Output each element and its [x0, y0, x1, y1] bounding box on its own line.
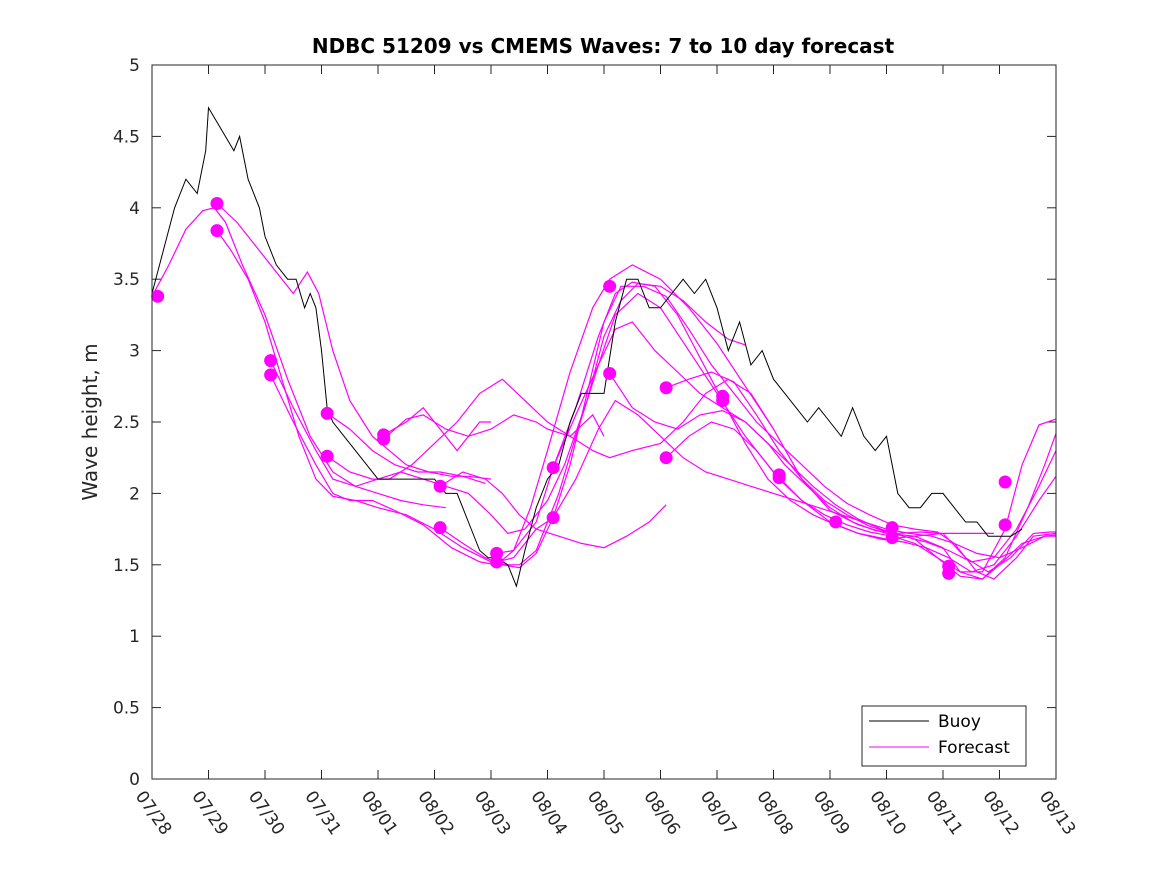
forecast-marker — [716, 394, 730, 408]
y-tick-label: 2.5 — [113, 413, 140, 433]
forecast-line-1 — [151, 207, 446, 509]
x-tick-label: 08/06 — [639, 787, 683, 839]
forecast-marker — [603, 279, 617, 293]
forecast-marker — [998, 475, 1012, 489]
forecast-marker — [210, 197, 224, 211]
y-tick-labels: 0 0.5 1 1.5 2 2.5 3 3.5 4 4.5 5 — [113, 56, 140, 790]
x-tick-label: 08/09 — [809, 787, 853, 839]
forecast-line-13 — [496, 399, 1057, 563]
forecast-line-7 — [326, 378, 775, 480]
forecast-marker — [942, 566, 956, 580]
forecast-marker — [885, 521, 899, 535]
forecast-marker — [264, 354, 278, 368]
forecast-marker — [320, 449, 334, 463]
x-tick-label: 08/11 — [922, 787, 966, 839]
forecast-marker — [603, 366, 617, 380]
x-tick-label: 08/03 — [470, 787, 514, 839]
x-tick-label: 08/10 — [865, 787, 909, 839]
forecast-marker — [546, 461, 560, 475]
x-tick-label: 07/29 — [187, 787, 231, 839]
forecast-line-5 — [270, 264, 1056, 580]
y-tick-label: 1.5 — [113, 556, 140, 576]
forecast-marker — [151, 289, 165, 303]
forecast-marker — [659, 451, 673, 465]
forecast-marker — [885, 531, 899, 545]
legend-buoy-label: Buoy — [938, 712, 981, 732]
y-tick-label: 0 — [129, 770, 140, 790]
forecast-marker — [433, 521, 447, 535]
x-tick-label: 08/12 — [978, 787, 1022, 839]
legend-box — [861, 705, 1027, 767]
y-tick-label: 2 — [129, 484, 140, 504]
forecast-line-16 — [665, 371, 1057, 580]
plot-frame — [151, 64, 1057, 780]
y-tick-label: 5 — [129, 56, 140, 76]
y-axis-label: Wave height, m — [78, 343, 102, 500]
forecast-line-15 — [609, 373, 1057, 563]
x-tick-label: 08/08 — [752, 787, 796, 839]
y-tick-label: 3 — [129, 342, 140, 362]
forecast-marker — [998, 518, 1012, 532]
forecast-marker — [433, 479, 447, 493]
forecast-marker — [377, 432, 391, 446]
x-tick-label: 08/02 — [413, 787, 457, 839]
y-tick-label: 0.5 — [113, 699, 140, 719]
forecast-marker — [772, 471, 786, 485]
legend-forecast-label: Forecast — [938, 738, 1010, 758]
forecast-line-10 — [439, 471, 667, 549]
forecast-line-3 — [216, 203, 492, 480]
x-tick-label: 07/31 — [300, 787, 344, 839]
forecast-line-8 — [383, 406, 491, 452]
y-tick-label: 1 — [129, 627, 140, 647]
x-tick-label: 08/07 — [696, 787, 740, 839]
y-tick-label: 4 — [129, 199, 140, 219]
x-tick-label: 07/30 — [244, 787, 288, 839]
x-tick-labels: 07/28 07/29 07/30 07/31 08/01 08/02 08/03 08/04… — [131, 787, 1079, 839]
series-layer — [151, 106, 1057, 588]
x-tick-label: 08/01 — [357, 787, 401, 839]
forecast-marker — [490, 555, 504, 569]
buoy-line — [151, 106, 1023, 588]
legend: Buoy Forecast — [861, 705, 1027, 767]
forecast-line-9 — [383, 413, 605, 440]
x-tick-label: 08/13 — [1035, 787, 1079, 839]
forecast-line-12 — [496, 321, 1056, 573]
y-tick-label: 3.5 — [113, 270, 140, 290]
forecast-line-4 — [270, 282, 746, 535]
x-tick-label: 08/05 — [583, 787, 627, 839]
forecast-marker — [210, 224, 224, 238]
forecast-marker — [264, 368, 278, 382]
forecast-marker — [546, 511, 560, 525]
y-tick-label: 4.5 — [113, 127, 140, 147]
x-tick-label: 08/04 — [526, 787, 570, 839]
chart-title: NDBC 51209 vs CMEMS Waves: 7 to 10 day f… — [312, 34, 895, 58]
forecast-marker — [829, 515, 843, 529]
plot-area — [152, 65, 1056, 779]
x-tick-label: 07/28 — [131, 787, 175, 839]
forecast-marker — [659, 381, 673, 395]
forecast-line-14 — [552, 281, 1057, 573]
forecast-marker — [320, 406, 334, 420]
